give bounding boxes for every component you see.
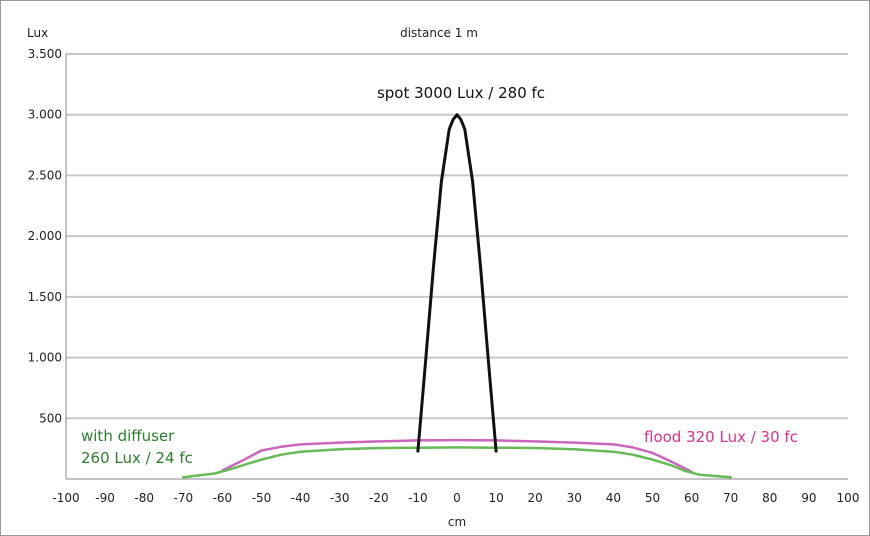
grid — [66, 53, 848, 420]
x-axis-label: cm — [448, 515, 466, 529]
x-tick-label: -10 — [408, 491, 428, 505]
y-tick-label: 1.500 — [28, 290, 62, 304]
x-tick-label: 0 — [453, 491, 461, 505]
y-tick-label: 3.500 — [28, 47, 62, 61]
x-tick-label: -90 — [95, 491, 115, 505]
flood-annotation: flood 320 Lux / 30 fc — [644, 428, 798, 446]
x-tick-label: 20 — [528, 491, 543, 505]
x-tick-label: -60 — [213, 491, 233, 505]
flood-series-line — [221, 438, 693, 473]
y-axis-label: Lux — [27, 26, 48, 40]
y-tick-label: 3.000 — [28, 108, 62, 122]
x-tick-label: 70 — [723, 491, 738, 505]
y-tick-label: 1.000 — [28, 351, 62, 365]
x-tick-label: 60 — [684, 491, 699, 505]
x-tick-label: -30 — [330, 491, 350, 505]
y-tick-label: 2.000 — [28, 229, 62, 243]
x-tick-label: 100 — [837, 491, 860, 505]
y-tick-label: 500 — [39, 411, 62, 425]
x-tick-label: -40 — [291, 491, 311, 505]
x-tick-label: -70 — [173, 491, 193, 505]
x-tick-label: -50 — [252, 491, 272, 505]
x-tick-label: 40 — [606, 491, 621, 505]
diffuser-series-line — [182, 446, 732, 479]
y-tick-label: 2.500 — [28, 168, 62, 182]
x-tick-label: 30 — [567, 491, 582, 505]
x-tick-label: -80 — [134, 491, 154, 505]
chart-title: distance 1 m — [400, 26, 478, 40]
diffuser-annotation-line-1: with diffuser — [81, 427, 175, 445]
series-layer — [182, 113, 732, 479]
axes — [65, 54, 848, 480]
x-tick-label: 90 — [801, 491, 816, 505]
spot-annotation: spot 3000 Lux / 280 fc — [377, 84, 545, 102]
x-tick-label: 50 — [645, 491, 660, 505]
x-tick-label: 10 — [488, 491, 503, 505]
x-tick-label: 80 — [762, 491, 777, 505]
diffuser-annotation-line-2: 260 Lux / 24 fc — [81, 449, 193, 467]
spot-series-line — [416, 113, 498, 453]
x-tick-label: -100 — [52, 491, 79, 505]
x-tick-label: -20 — [369, 491, 389, 505]
